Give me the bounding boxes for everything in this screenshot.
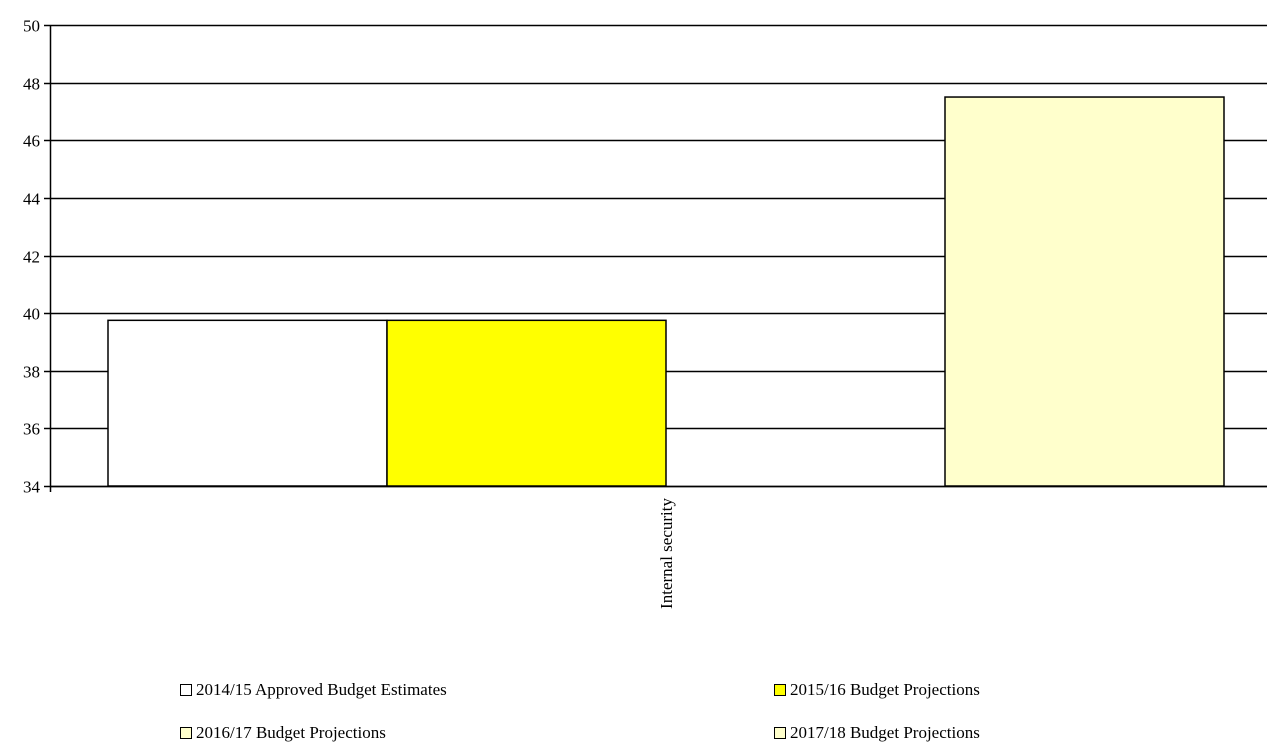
x-category-label: Internal security	[657, 498, 676, 609]
legend-label: 2015/16 Budget Projections	[790, 680, 980, 699]
y-tick-label: 36	[23, 420, 40, 439]
legend-swatch	[180, 684, 192, 696]
legend-label: 2016/17 Budget Projections	[196, 723, 386, 742]
y-tick-label: 48	[23, 75, 40, 94]
y-tick-label: 44	[23, 190, 41, 209]
legend-item: 2014/15 Approved Budget Estimates	[180, 680, 447, 700]
y-tick-label: 40	[23, 305, 40, 324]
legend-item: 2016/17 Budget Projections	[180, 723, 386, 743]
legend-item: 2015/16 Budget Projections	[774, 680, 980, 700]
bar	[386, 319, 667, 487]
bar	[107, 319, 388, 487]
y-tick-label: 50	[23, 17, 40, 36]
legend-label: 2017/18 Budget Projections	[790, 723, 980, 742]
legend-swatch	[774, 727, 786, 739]
legend-item: 2017/18 Budget Projections	[774, 723, 980, 743]
legend-swatch	[180, 727, 192, 739]
bar	[944, 96, 1225, 487]
y-tick-label: 42	[23, 248, 40, 267]
legend-swatch	[774, 684, 786, 696]
y-tick-label: 34	[23, 478, 41, 497]
y-tick-label: 38	[23, 363, 40, 382]
y-tick-label: 46	[23, 132, 40, 151]
legend-label: 2014/15 Approved Budget Estimates	[196, 680, 447, 699]
